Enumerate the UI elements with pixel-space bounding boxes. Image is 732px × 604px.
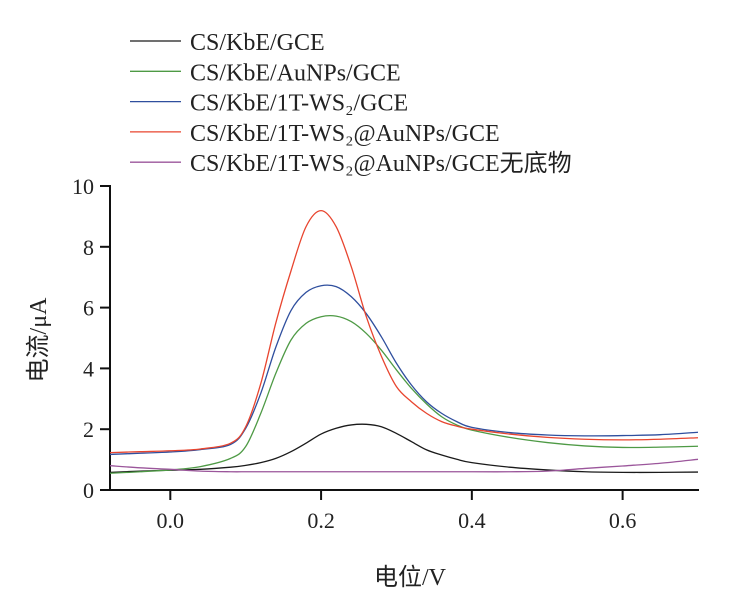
legend-label: CS/KbE/GCE (190, 30, 325, 56)
x-tick-label: 0.0 (157, 508, 185, 533)
legend-label: CS/KbE/1T-WS₂@AuNPs/GCE (190, 121, 500, 147)
y-tick-label: 2 (83, 417, 94, 442)
legend-label: CS/KbE/1T-WS₂@AuNPs/GCE无底物 (190, 150, 572, 177)
y-tick-label: 0 (83, 478, 94, 503)
y-tick-label: 10 (72, 174, 94, 199)
y-tick-label: 6 (83, 296, 94, 321)
x-tick-label: 0.4 (458, 508, 486, 533)
series-line-4 (109, 209, 699, 454)
series-line-3 (109, 284, 699, 456)
legend-label: CS/KbE/AuNPs/GCE (190, 60, 401, 86)
x-tick-label: 0.6 (609, 508, 637, 533)
legend: CS/KbE/GCE CS/KbE/AuNPs/GCE CS/KbE/1T-WS₂/… (130, 30, 572, 177)
series-line-5 (109, 458, 699, 473)
y-tick-label: 4 (83, 356, 94, 381)
series-line-1 (109, 423, 699, 474)
axes: 0.0 0.2 0.4 0.6 0 2 4 6 8 10 (72, 174, 699, 533)
y-axis-label: 电流/μA (25, 297, 52, 383)
y-tick-label: 8 (83, 235, 94, 260)
x-axis-label: 电位/V (374, 564, 447, 591)
series-line-2 (109, 314, 699, 474)
legend-label: CS/KbE/1T-WS₂/GCE (190, 91, 408, 117)
x-tick-label: 0.2 (307, 508, 335, 533)
